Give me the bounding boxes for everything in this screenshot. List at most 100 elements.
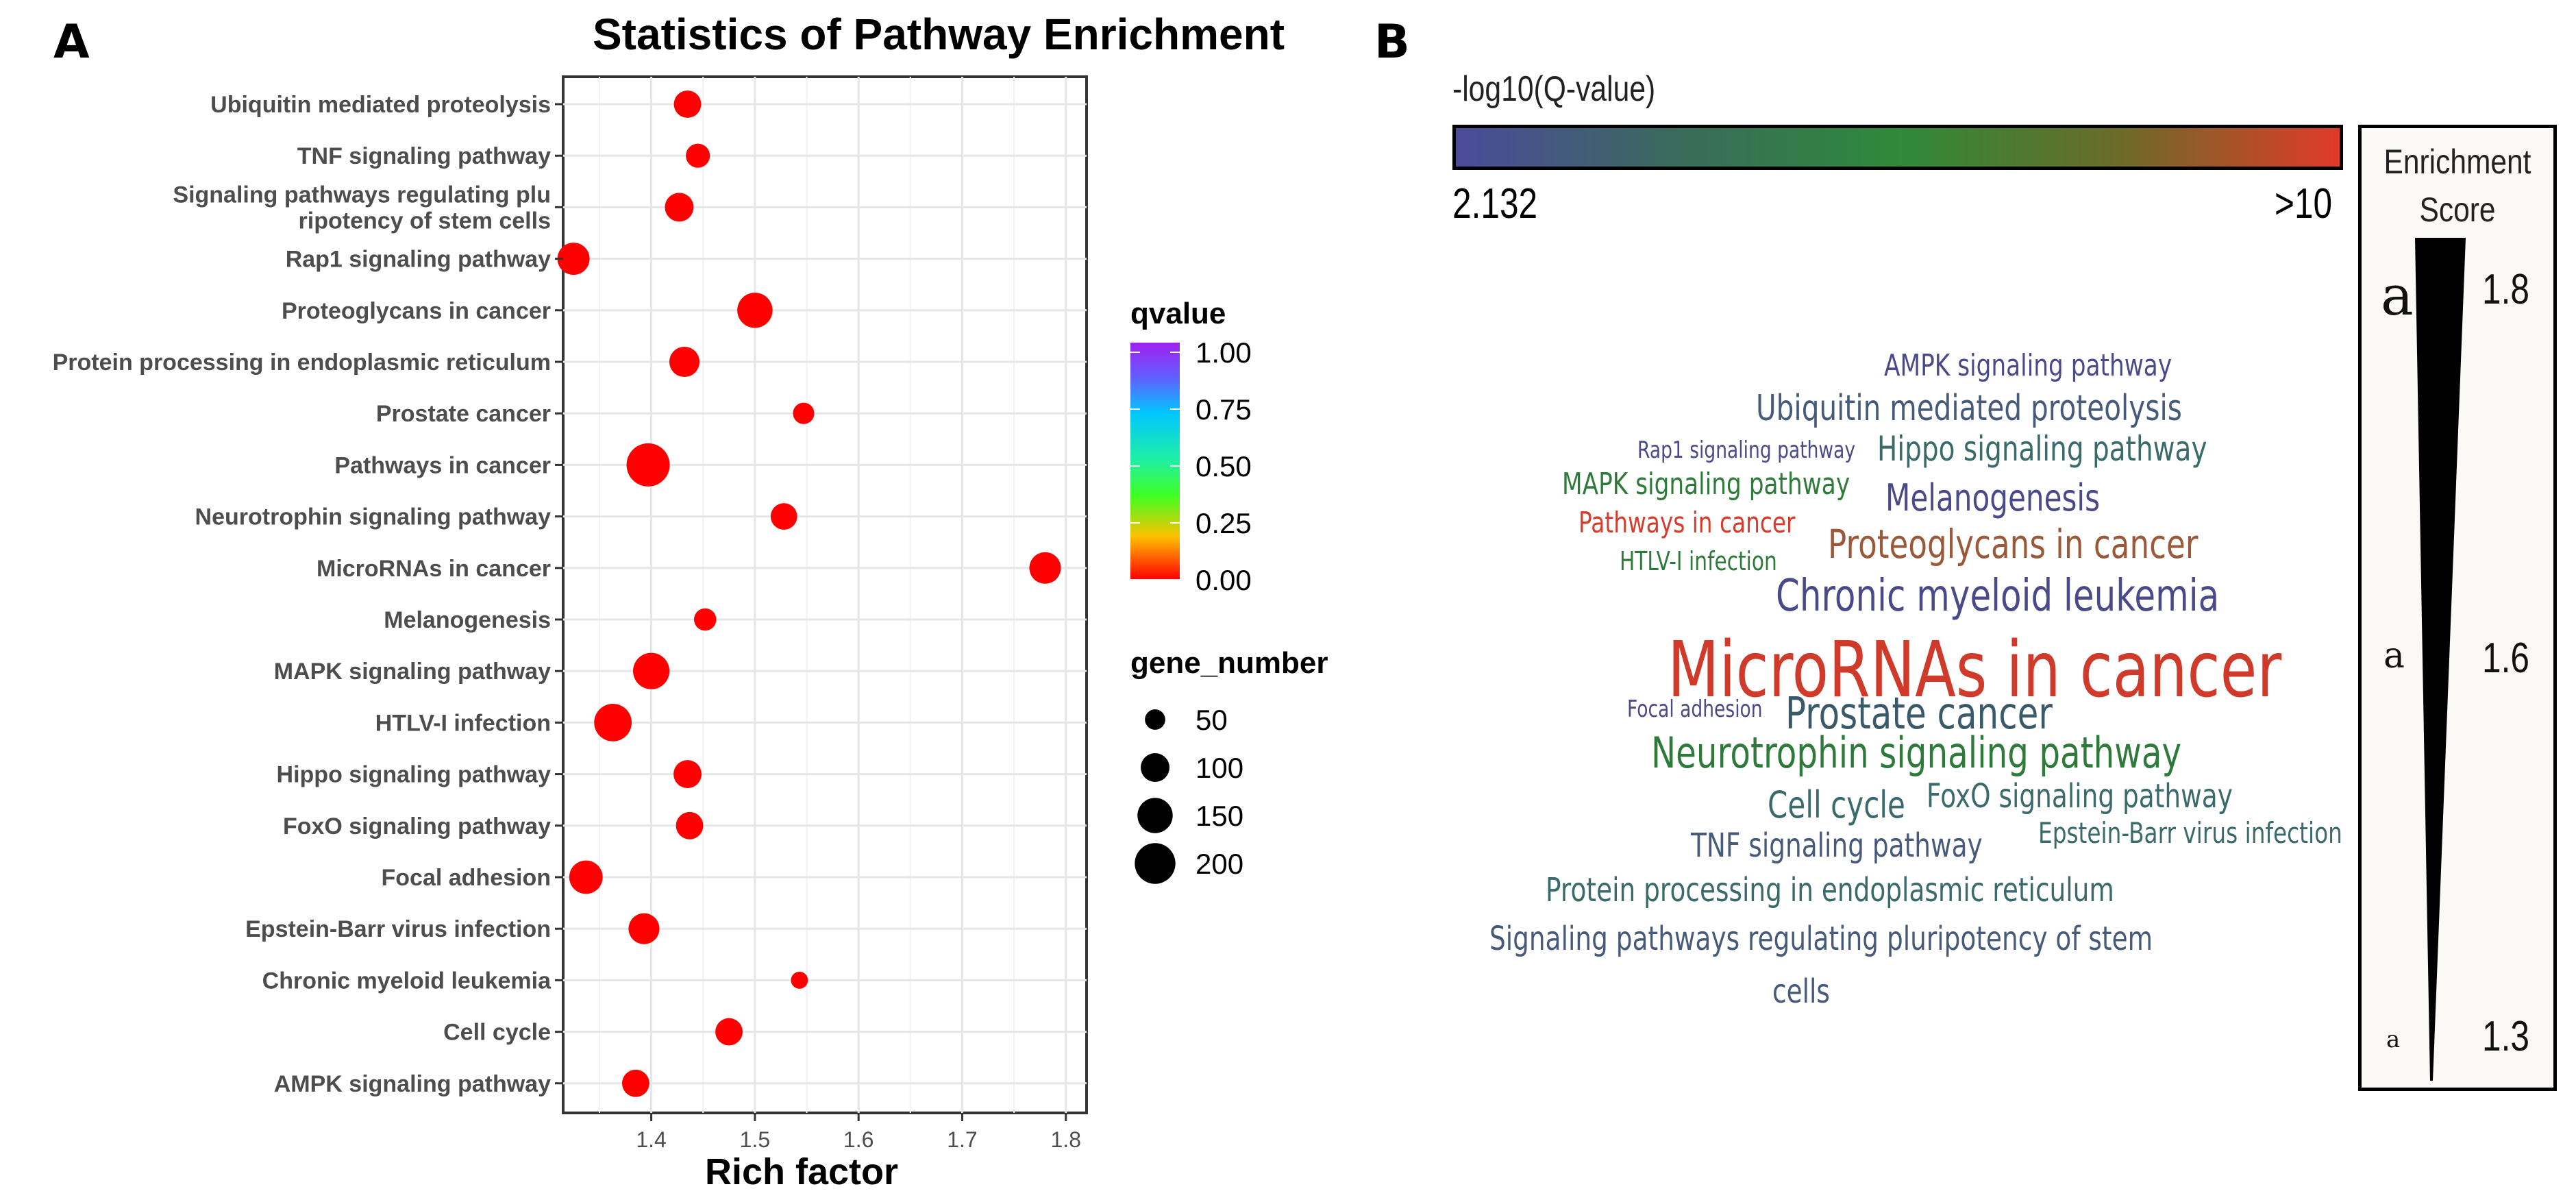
y-tick-label: Rap1 signaling pathway	[286, 247, 551, 273]
grid-lines	[563, 77, 1087, 1113]
point-prostate-cancer	[793, 402, 815, 424]
point-epstein-barr-virus-infection	[628, 913, 660, 944]
point-tnf-signaling-pathway	[686, 143, 710, 168]
point-protein-processing-in-endoplasmic-reticulum	[669, 346, 700, 378]
point-cell-cycle	[715, 1018, 743, 1046]
wordcloud-term: Melanogenesis	[1885, 476, 2101, 519]
enrichment-score-title: Enrichment Score	[2383, 143, 2531, 229]
data-points	[557, 90, 1061, 1097]
qvalue-legend-labels: 1.00 0.75 0.50 0.25 0.00	[1130, 336, 1252, 596]
wordcloud-term: Ubiquitin mediated proteolysis	[1756, 388, 2182, 429]
y-tick-label: Protein processing in endoplasmic reticu…	[53, 349, 551, 376]
enrichment-score-legend: Enrichment Score a a a 1.8 1.6 1.3	[2358, 125, 2557, 1091]
qvalue-legend-label: 0.00	[1196, 564, 1252, 596]
point-ampk-signaling-pathway	[621, 1069, 649, 1097]
qvalue-legend-label: 0.25	[1196, 507, 1252, 539]
wordcloud-term: Cell cycle	[1768, 783, 1905, 826]
point-pathways-in-cancer	[626, 443, 670, 487]
qvalue-legend-label: 1.00	[1196, 336, 1252, 369]
qvalue-legend-title: qvalue	[1130, 297, 1226, 330]
enrichment-marker-small: a	[2386, 1026, 2401, 1053]
point-melanogenesis	[693, 608, 717, 631]
x-tick-label: 1.8	[1051, 1127, 1081, 1152]
y-tick-label: Epstein-Barr virus infection	[245, 916, 551, 942]
wordcloud-term: HTLV-I infection	[1620, 546, 1777, 576]
wordcloud-term: TNF signaling pathway	[1691, 826, 1983, 865]
colorbar-min-label: 2.132	[1452, 180, 1538, 228]
enrichment-value-low: 1.3	[2482, 1013, 2529, 1060]
y-tick-label: Melanogenesis	[384, 607, 551, 633]
wordcloud-term: Hippo signaling pathway	[1877, 429, 2207, 469]
wordcloud-term: MAPK signaling pathway	[1562, 467, 1850, 502]
qvalue-colorbar-gradient	[1452, 125, 2343, 170]
gene-number-legend-label: 50	[1196, 704, 1228, 736]
point-mapk-signaling-pathway	[633, 652, 670, 689]
point-signaling-pathways-regulating-plu-ripotency-of-stem-cells	[665, 193, 694, 222]
point-proteoglycans-in-cancer	[737, 293, 773, 328]
gene-number-legend-dot	[1145, 709, 1165, 730]
y-tick-label: Ubiquitin mediated proteolysis	[210, 92, 551, 118]
wordcloud-term: Pathways in cancer	[1578, 506, 1796, 539]
point-htlv-i-infection	[594, 704, 632, 741]
wordcloud-term: Proteoglycans in cancer	[1828, 521, 2199, 567]
wordcloud-term: Neurotrophin signaling pathway	[1651, 728, 2182, 778]
enrichment-value-high: 1.8	[2482, 266, 2529, 313]
wordcloud-term: AMPK signaling pathway	[1884, 348, 2172, 383]
point-rap1-signaling-pathway	[557, 243, 590, 275]
wordcloud-term: Rap1 signaling pathway	[1637, 437, 1856, 464]
y-tick-label: Cell cycle	[443, 1020, 551, 1046]
qvalue-legend-label: 0.75	[1196, 393, 1252, 426]
enrichment-marker-medium: a	[2383, 635, 2405, 676]
point-neurotrophin-signaling-pathway	[770, 503, 797, 530]
y-tick-label: Focal adhesion	[382, 865, 552, 891]
point-ubiquitin-mediated-proteolysis	[673, 90, 702, 118]
y-tick-label: Chronic myeloid leukemia	[262, 968, 552, 994]
y-tick-label: Signaling pathways regulating plu ripoten…	[173, 182, 551, 234]
wordcloud-term: Epstein-Barr virus infection	[2038, 816, 2342, 850]
y-tick-label: Neurotrophin signaling pathway	[195, 504, 552, 530]
point-foxo-signaling-pathway	[676, 811, 704, 839]
gene-number-legend: 50 100 150 200	[1135, 704, 1243, 884]
wordcloud-term: Prostate cancer	[1785, 689, 2053, 739]
y-tick-label: Prostate cancer	[376, 401, 551, 427]
panel-a-label: A	[53, 15, 90, 69]
colorbar-max-label: >10	[2275, 180, 2333, 228]
enrichment-bubble-chart: Ubiquitin mediated proteolysis TNF signal…	[53, 10, 1328, 1192]
y-tick-label: FoxO signaling pathway	[283, 813, 551, 839]
y-tick-label: Pathways in cancer	[334, 452, 551, 478]
point-focal-adhesion	[569, 860, 603, 894]
wordcloud-term: Chronic myeloid leukemia	[1776, 571, 2220, 622]
wordcloud-term: MicroRNAs in cancer	[1668, 626, 2282, 715]
y-tick-label: AMPK signaling pathway	[274, 1071, 551, 1097]
qvalue-legend-label: 0.50	[1196, 450, 1252, 482]
point-micrornas-in-cancer	[1029, 552, 1061, 584]
wordcloud-term: FoxO signaling pathway	[1927, 777, 2233, 815]
x-axis-ticks: 1.4 1.5 1.6 1.7 1.8	[636, 1113, 1081, 1152]
point-chronic-myeloid-leukemia	[791, 971, 808, 989]
gene-number-legend-dot	[1141, 753, 1169, 782]
wordcloud-term: Focal adhesion	[1627, 696, 1763, 723]
y-tick-label: Hippo signaling pathway	[277, 762, 552, 788]
x-axis-title: Rich factor	[705, 1151, 898, 1192]
y-axis-labels: Ubiquitin mediated proteolysis TNF signal…	[53, 92, 563, 1097]
x-tick-label: 1.6	[843, 1127, 874, 1152]
y-tick-label: HTLV-I infection	[375, 710, 551, 736]
chart-title: Statistics of Pathway Enrichment	[593, 10, 1285, 59]
enrichment-wedge	[2415, 238, 2466, 1081]
wordcloud-term: Protein processing in endoplasmic reticu…	[1546, 871, 2114, 909]
x-tick-label: 1.7	[947, 1127, 977, 1152]
pathway-wordcloud: AMPK signaling pathway Ubiquitin mediated…	[1370, 0, 2357, 1096]
gene-number-legend-label: 150	[1196, 800, 1243, 832]
gene-number-legend-label: 100	[1196, 752, 1243, 784]
plot-panel	[562, 75, 1088, 1114]
gene-number-legend-dot	[1135, 843, 1176, 884]
y-tick-label: MicroRNAs in cancer	[317, 556, 551, 582]
x-tick-label: 1.5	[740, 1127, 770, 1152]
wordcloud-panel: -log10(Q-value) 2.132 >10 Enrichment Sco…	[1370, 0, 2576, 1202]
enrichment-marker-large: a	[2381, 264, 2414, 328]
qvalue-colorbar	[1130, 343, 1180, 579]
colorbar-title: -log10(Q-value)	[1452, 69, 1656, 109]
y-tick-label: MAPK signaling pathway	[274, 659, 551, 685]
gene-number-legend-title: gene_number	[1130, 646, 1328, 680]
x-tick-label: 1.4	[636, 1127, 666, 1152]
